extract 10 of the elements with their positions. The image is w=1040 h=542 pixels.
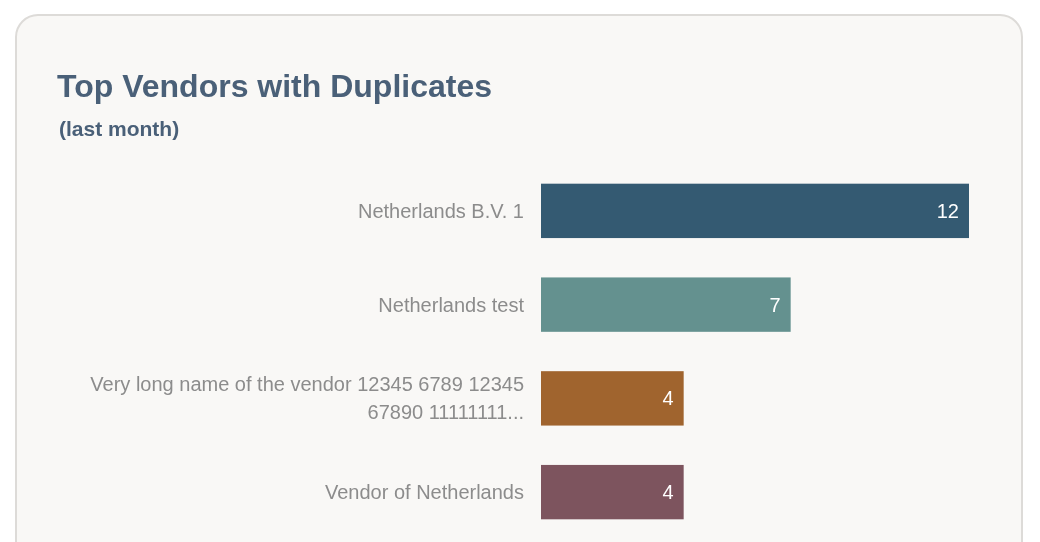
y-tick-label: Vendor of Netherlands bbox=[324, 481, 524, 504]
data-label: 4 bbox=[662, 387, 674, 410]
y-tick-label: Netherlands B.V. 1 bbox=[357, 199, 524, 222]
text: (last month) bbox=[59, 117, 180, 140]
data-label: 7 bbox=[769, 293, 781, 316]
y-tick-label: Netherlands test bbox=[378, 293, 525, 316]
y-tick-label: Very long name of the vendor 12345 6789 12345 67890 11111111... bbox=[90, 373, 524, 424]
data-label: 4 bbox=[662, 481, 674, 504]
text: Top Vendors with Duplicates bbox=[57, 68, 493, 104]
data-label: 12 bbox=[936, 199, 959, 222]
